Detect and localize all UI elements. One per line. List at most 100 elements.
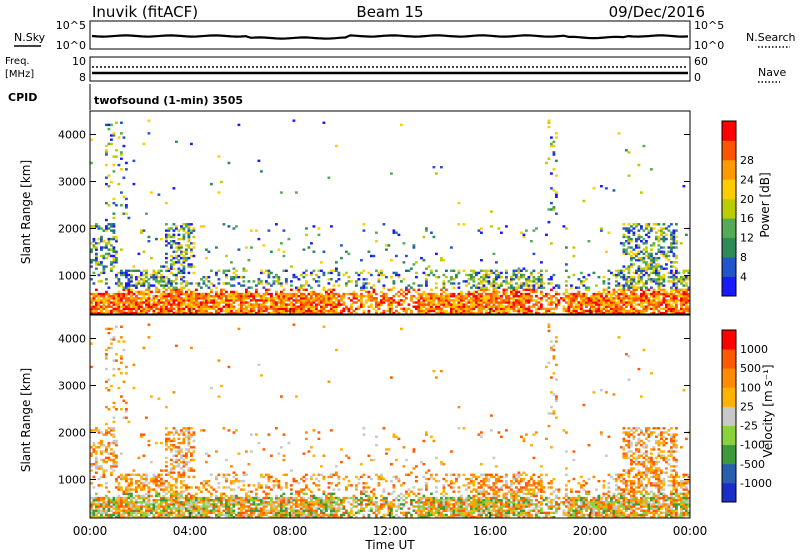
- power-cell: [165, 301, 168, 304]
- velocity-cell: [152, 515, 156, 519]
- power-cell: [177, 303, 181, 306]
- power-cell: [240, 299, 243, 302]
- power-cell: [385, 292, 388, 296]
- power-cell: [632, 263, 636, 266]
- power-cell: [685, 288, 688, 292]
- power-cell: [312, 309, 316, 313]
- power-cell: [440, 309, 443, 313]
- power-cell: [197, 294, 201, 298]
- power-cell: [282, 250, 286, 253]
- power-cell: [557, 284, 561, 287]
- power-cell: [105, 297, 108, 300]
- power-cell: [180, 299, 183, 302]
- velocity-cell: [102, 507, 106, 510]
- velocity-cell: [267, 515, 271, 519]
- power-cell: [585, 303, 588, 306]
- power-cell: [502, 305, 506, 308]
- power-cell: [637, 267, 641, 270]
- velocity-cell: [145, 484, 148, 487]
- power-cell: [515, 290, 518, 294]
- velocity-cell: [127, 492, 131, 496]
- power-cell: [630, 265, 633, 268]
- power-cell: [647, 254, 651, 258]
- power-cell: [630, 280, 633, 283]
- power-cell: [252, 309, 256, 313]
- power-cell: [375, 239, 378, 243]
- power-cell: [382, 284, 386, 287]
- velocity-cell: [190, 498, 193, 502]
- power-cell: [352, 309, 356, 313]
- velocity-cell: [242, 507, 246, 510]
- velocity-cell: [172, 511, 176, 515]
- velocity-cell: [282, 505, 286, 508]
- power-cell: [470, 273, 473, 277]
- power-cell: [567, 297, 571, 300]
- velocity-cell: [220, 505, 223, 508]
- power-cell: [530, 305, 533, 308]
- power-cell: [120, 297, 123, 300]
- power-cell: [570, 305, 573, 308]
- velocity-cell: [117, 511, 121, 515]
- power-cell: [635, 259, 638, 262]
- power-cell: [170, 290, 173, 294]
- power-cell: [122, 305, 126, 308]
- velocity-cell: [252, 484, 256, 487]
- power-cell: [435, 297, 438, 300]
- power-cell: [227, 269, 231, 273]
- velocity-cell: [105, 327, 108, 331]
- velocity-cell: [122, 496, 126, 500]
- velocity-cell: [195, 513, 198, 517]
- power-cell: [660, 278, 663, 281]
- power-cell: [670, 294, 673, 298]
- velocity-cell: [267, 496, 271, 500]
- power-cell: [537, 280, 541, 283]
- power-cell: [190, 242, 193, 245]
- velocity-cell: [215, 496, 218, 500]
- power-cell: [130, 269, 133, 273]
- power-cell: [627, 174, 631, 177]
- power-cell: [370, 305, 373, 308]
- power-cell: [627, 286, 631, 289]
- power-cell: [520, 303, 523, 306]
- power-cell: [422, 305, 426, 308]
- power-cell: [685, 269, 688, 273]
- velocity-cell: [112, 452, 116, 455]
- power-cell: [367, 294, 371, 298]
- power-cell: [402, 294, 406, 298]
- power-cell: [605, 297, 608, 300]
- power-cell: [370, 286, 373, 289]
- power-cell: [637, 280, 641, 283]
- velocity-cell: [112, 367, 116, 371]
- power-cell: [687, 278, 691, 281]
- velocity-cell: [257, 511, 261, 515]
- velocity-cell: [95, 496, 98, 500]
- power-cell: [650, 265, 653, 268]
- power-cell: [465, 305, 468, 308]
- power-cell: [127, 280, 131, 283]
- power-cell: [447, 311, 451, 315]
- power-cell: [642, 242, 646, 245]
- velocity-cell: [90, 342, 93, 345]
- power-cell: [492, 278, 496, 281]
- power-cell: [157, 275, 161, 279]
- velocity-cell: [117, 340, 121, 343]
- power-cell: [255, 299, 258, 302]
- power-cell: [495, 261, 498, 264]
- velocity-cell: [135, 498, 138, 502]
- power-cell: [170, 303, 173, 306]
- power-cell: [130, 290, 133, 294]
- power-cell: [602, 301, 606, 304]
- power-cell: [232, 305, 236, 308]
- power-cell: [655, 290, 658, 294]
- power-cell: [585, 297, 588, 300]
- power-cell: [170, 263, 173, 266]
- power-cell: [637, 233, 641, 237]
- power-cell: [182, 233, 186, 237]
- power-cell: [367, 305, 371, 308]
- power-cell: [452, 301, 456, 304]
- velocity-cell: [122, 477, 126, 481]
- power-cell: [442, 290, 446, 294]
- power-cell: [185, 305, 188, 308]
- velocity-cell: [242, 503, 246, 506]
- power-cell: [225, 309, 228, 313]
